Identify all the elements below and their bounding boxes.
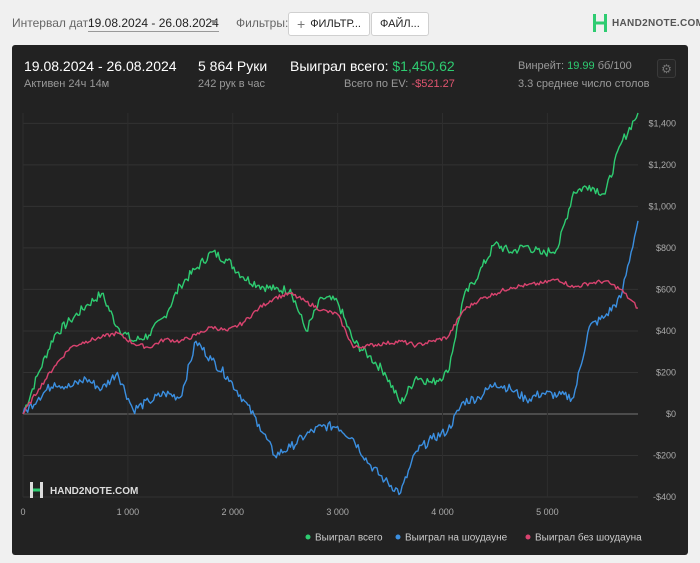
- period-title: 19.08.2024 - 26.08.2024: [24, 58, 177, 74]
- date-range-select[interactable]: 19.08.2024 - 26.08.2024: [88, 16, 219, 32]
- file-button-label: ФАЙЛ...: [380, 18, 420, 30]
- y-tick-label: $800: [656, 243, 676, 253]
- y-axis-ticks: -$400 -$200 $0 $200 $400 $600 $800 $1,000 $1,200…: [648, 118, 676, 502]
- hands-per-hour: 242 рук в час: [198, 78, 266, 90]
- x-axis-ticks: 0 1 000 2 000 3 000 4 000 5 000: [20, 507, 558, 517]
- series-line-3: [22, 278, 639, 415]
- y-tick-label: $1,200: [648, 160, 676, 170]
- series-line-2: [22, 220, 639, 496]
- legend-item: Выиграл без шоудауна: [535, 532, 642, 544]
- legend-dot: [395, 534, 401, 540]
- y-tick-label: $0: [666, 409, 676, 419]
- x-tick-label: 5 000: [536, 507, 559, 517]
- y-tick-label: $600: [656, 284, 676, 294]
- legend-dot: [525, 534, 531, 540]
- legend-item: Выиграл на шоудауне: [405, 533, 508, 544]
- filters-label: Фильтры:: [236, 16, 289, 30]
- series-line-1: [22, 112, 639, 415]
- file-button[interactable]: ФАЙЛ...: [371, 12, 429, 36]
- hands-count: 5 864 Руки: [198, 58, 268, 74]
- hand2note-logo: HAND2NOTE.COM: [592, 13, 700, 33]
- x-tick-label: 3 000: [326, 507, 349, 517]
- gear-icon: ⚙: [661, 61, 672, 76]
- toolbar: Интервал дат: 19.08.2024 - 26.08.2024 Фи…: [0, 0, 700, 45]
- ev-total: Всего по EV: -$521.27: [344, 78, 455, 90]
- chart-lines: [22, 112, 639, 496]
- y-tick-label: -$400: [653, 492, 676, 502]
- total-won-label: Выиграл всего:: [290, 58, 389, 74]
- winrate-unit: бб/100: [597, 60, 632, 72]
- x-tick-label: 1 000: [117, 507, 140, 517]
- winrate: Винрейт: 19.99 бб/100: [518, 60, 632, 72]
- chart-container: -$400 -$200 $0 $200 $400 $600 $800 $1,000 $1,200…: [12, 45, 688, 555]
- x-tick-label: 4 000: [431, 507, 454, 517]
- settings-gear-button[interactable]: ⚙: [657, 59, 676, 78]
- y-tick-label: $1,000: [648, 201, 676, 211]
- y-tick-label: $400: [656, 326, 676, 336]
- filter-button-label: ФИЛЬТР...: [310, 18, 361, 30]
- winrate-label: Винрейт:: [518, 60, 565, 72]
- x-tick-label: 2 000: [221, 507, 244, 517]
- plus-icon: +: [297, 16, 306, 32]
- profit-chart: -$400 -$200 $0 $200 $400 $600 $800 $1,000 $1,200…: [20, 112, 676, 544]
- chart-legend: Выиграл всего Выиграл на шоудауне Выиграл …: [305, 532, 642, 544]
- filter-button[interactable]: + ФИЛЬТР...: [288, 12, 370, 36]
- winrate-value: 19.99: [567, 60, 595, 72]
- y-tick-label: $1,400: [648, 118, 676, 128]
- y-tick-label: $200: [656, 367, 676, 377]
- avg-tables: 3.3 среднее число столов: [518, 78, 650, 90]
- ev-label: Всего по EV:: [344, 78, 409, 90]
- results-panel: 19.08.2024 - 26.08.2024 Активен 24ч 14м …: [12, 45, 688, 555]
- date-interval-label: Интервал дат:: [12, 16, 92, 30]
- active-time: Активен 24ч 14м: [24, 78, 110, 90]
- logo-text: HAND2NOTE.COM: [612, 17, 700, 29]
- total-won-value: $1,450.62: [392, 58, 455, 74]
- ev-value: -$521.27: [411, 78, 455, 90]
- chevron-down-icon[interactable]: [210, 20, 218, 25]
- total-won: Выиграл всего: $1,450.62: [290, 58, 455, 74]
- y-tick-label: -$200: [653, 450, 676, 460]
- legend-item: Выиграл всего: [315, 533, 383, 544]
- legend-dot: [305, 534, 311, 540]
- x-tick-label: 0: [20, 507, 25, 517]
- hand2note-logo-icon: [593, 14, 607, 32]
- watermark: HAND2NOTE.COM: [30, 482, 138, 498]
- chart-grid: [22, 113, 638, 498]
- watermark-text: HAND2NOTE.COM: [50, 486, 138, 497]
